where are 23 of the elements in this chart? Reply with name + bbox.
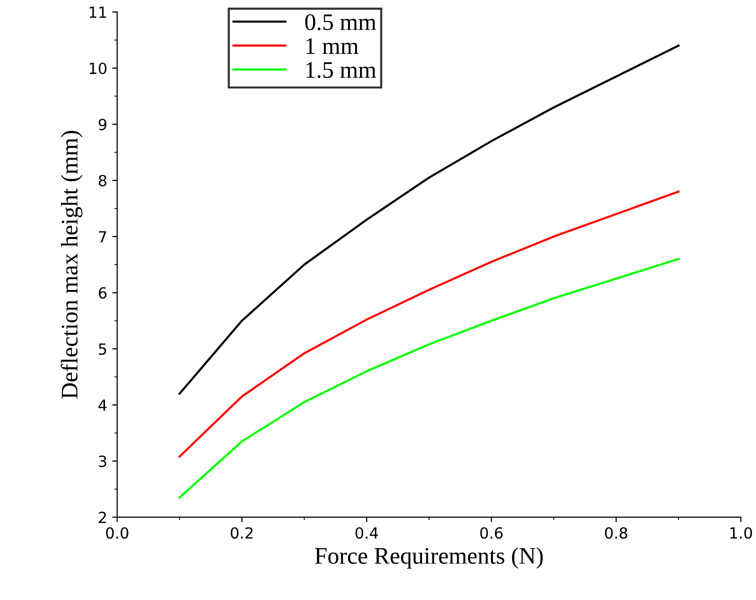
x-tick-label: 0.4: [356, 527, 378, 539]
y-tick-label: 6: [98, 287, 106, 299]
y-tick-label: 9: [98, 118, 106, 130]
line-series: [178, 190, 680, 458]
legend-label: 1 mm: [306, 38, 358, 54]
x-tick-label: 1.0: [730, 527, 752, 539]
legend-label: 1.5 mm: [306, 62, 376, 78]
legend-label: 0.5 mm: [305, 14, 376, 30]
line-series: [178, 258, 680, 499]
y-tick-label: 10: [90, 62, 106, 74]
y-axis-title: Deflection max height (mm): [60, 130, 82, 399]
y-tick-label: 5: [98, 343, 106, 355]
y-tick-label: 2: [98, 512, 106, 524]
y-tick-label: 3: [98, 456, 106, 468]
y-tick-label: 7: [98, 231, 106, 242]
x-tick-label: 0.0: [106, 527, 128, 539]
x-tick-label: 0.8: [605, 527, 628, 539]
y-tick-label: 4: [98, 400, 107, 411]
y-tick-label: 8: [98, 174, 106, 186]
x-tick-label: 0.2: [230, 527, 253, 539]
x-axis-title: Force Requirements (N): [314, 547, 543, 569]
x-tick-label: 0.6: [480, 527, 503, 539]
y-tick-label: 11: [90, 6, 106, 18]
